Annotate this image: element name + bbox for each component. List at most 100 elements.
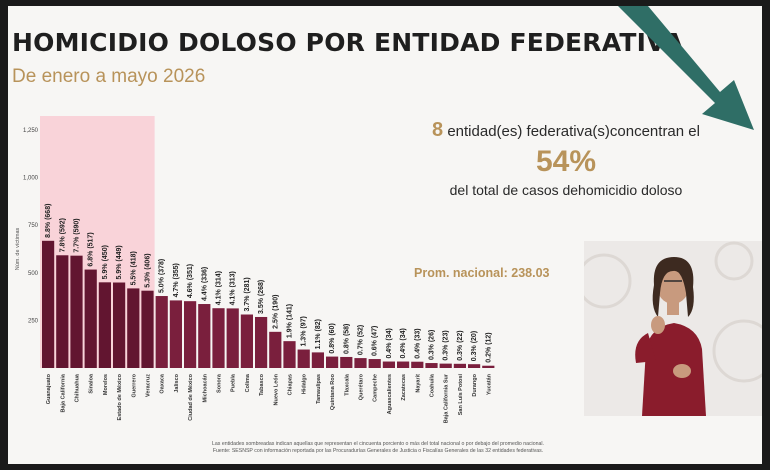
x-tick-label: Quintana Roo	[330, 373, 336, 410]
national-average-label: Prom. nacional: 238.03	[414, 266, 550, 280]
x-tick-label: Guerrero	[131, 373, 137, 397]
data-label: 5.0% (378)	[159, 259, 166, 293]
x-tick-label: Tabasco	[259, 373, 265, 396]
bar	[354, 358, 367, 368]
x-tick-label: Sonora	[217, 373, 223, 393]
bar	[212, 308, 225, 368]
data-label: 5.5% (418)	[130, 251, 137, 285]
data-label: 5.9% (450)	[102, 245, 109, 279]
x-tick-label: Estado de México	[117, 373, 123, 420]
data-label: 4.1% (313)	[230, 271, 237, 305]
bar	[269, 331, 282, 368]
x-tick-label: Querétaro	[359, 373, 365, 400]
x-tick-label: Baja California Sur	[444, 373, 450, 423]
bar	[198, 304, 211, 368]
trend-arrow-icon	[618, 6, 754, 130]
data-label: 1.9% (141)	[287, 304, 294, 338]
y-tick-label: 250	[28, 318, 39, 324]
bar	[439, 363, 452, 368]
bar	[482, 365, 495, 368]
bar	[397, 361, 410, 368]
data-label: 8.8% (668)	[45, 204, 52, 238]
x-tick-label: Jalisco	[174, 373, 180, 392]
x-tick-label: Durango	[472, 373, 478, 396]
headline-line3: del total de casos dehomicidio doloso	[449, 182, 683, 198]
bar	[326, 356, 339, 368]
x-tick-label: Morelos	[103, 374, 109, 395]
data-label: 4.6% (351)	[187, 264, 194, 298]
data-label: 0.4% (33)	[414, 328, 421, 358]
bar	[127, 288, 140, 368]
x-tick-label: Aguascalientes	[387, 374, 393, 414]
bar	[411, 361, 424, 368]
x-tick-label: Michoacán	[202, 373, 208, 402]
data-label: 4.7% (355)	[173, 263, 180, 297]
bar	[70, 255, 83, 368]
x-tick-label: Coahuila	[430, 373, 436, 397]
bar	[340, 356, 353, 368]
y-tick-label: 500	[28, 271, 39, 277]
x-tick-label: Yucatán	[486, 373, 492, 395]
x-tick-label: Puebla	[231, 373, 237, 392]
data-label: 0.6% (47)	[372, 326, 379, 356]
x-tick-label: San Luis Potosí	[458, 374, 464, 416]
x-tick-label: Nuevo León	[273, 373, 279, 405]
slide: HOMICIDIO DOLOSO POR ENTIDAD FEDERATIVA …	[8, 6, 762, 464]
sign-language-interpreter-video	[584, 241, 762, 416]
data-label: 0.8% (58)	[343, 324, 350, 354]
data-label: 5.3% (406)	[145, 253, 152, 287]
bar	[453, 363, 466, 368]
data-label: 0.8% (60)	[329, 323, 336, 353]
bar	[382, 361, 395, 368]
x-tick-label: Tlaxcala	[344, 373, 350, 396]
footnote-source: Fuente: SESNSP con información reportada…	[212, 448, 544, 454]
footnote-line1: Las entidades sombreadas indican aquella…	[212, 441, 544, 447]
x-tick-label: Nayarit	[415, 374, 421, 393]
y-axis-label: Núm. de víctimas	[15, 228, 21, 271]
data-label: 0.7% (52)	[358, 325, 365, 355]
headline-percent: 54%	[535, 145, 597, 178]
x-tick-label: Oaxaca	[160, 373, 166, 394]
x-tick-label: Campeche	[373, 374, 379, 402]
data-label: 3.5% (268)	[258, 280, 265, 314]
data-label: 0.3% (23)	[443, 330, 450, 360]
data-label: 0.3% (22)	[457, 330, 464, 360]
bar-chart: Núm. de víctimas 250 500 750 1,000 1,250 8.8% …	[15, 6, 754, 423]
data-label: 0.2% (12)	[485, 332, 492, 362]
data-label: 4.4% (336)	[201, 267, 208, 301]
x-tick-label: Veracruz	[146, 374, 152, 397]
y-tick-label: 1,250	[23, 128, 39, 134]
bar	[240, 314, 253, 368]
bar	[255, 316, 268, 368]
x-tick-label: Hidalgo	[302, 373, 308, 394]
y-tick-label: 1,000	[23, 176, 39, 182]
data-label: 0.3% (20)	[471, 331, 478, 361]
bar	[311, 352, 324, 368]
bar	[169, 300, 182, 368]
interpreter-illustration	[584, 241, 762, 416]
data-label: 5.9% (449)	[116, 245, 123, 279]
bar	[56, 255, 69, 368]
data-label: 6.8% (517)	[88, 232, 95, 266]
data-label: 0.4% (34)	[400, 328, 407, 358]
data-label: 3.7% (281)	[244, 277, 251, 311]
page-subtitle: De enero a mayo 2026	[12, 66, 206, 87]
bar	[425, 363, 438, 368]
x-tick-label: Chiapas	[288, 374, 294, 395]
bar	[297, 349, 310, 368]
bar	[155, 296, 168, 368]
data-label: 1.3% (97)	[301, 316, 308, 346]
data-label: 0.3% (26)	[429, 330, 436, 360]
bar	[184, 301, 197, 368]
headline-count: 8	[432, 119, 444, 141]
data-label: 4.1% (314)	[216, 271, 223, 305]
bar	[468, 364, 481, 368]
x-tick-label: Colima	[245, 373, 251, 392]
x-tick-label: Zacatecas	[401, 374, 407, 401]
y-tick-label: 750	[28, 223, 39, 229]
headline-line1: 8 entidad(es) federativa(s)concentran el	[406, 119, 726, 142]
headline-text: entidad(es) federativa(s)concentran el	[447, 123, 700, 140]
bar	[98, 282, 111, 368]
bar	[113, 282, 126, 368]
data-label: 1.1% (82)	[315, 319, 322, 349]
